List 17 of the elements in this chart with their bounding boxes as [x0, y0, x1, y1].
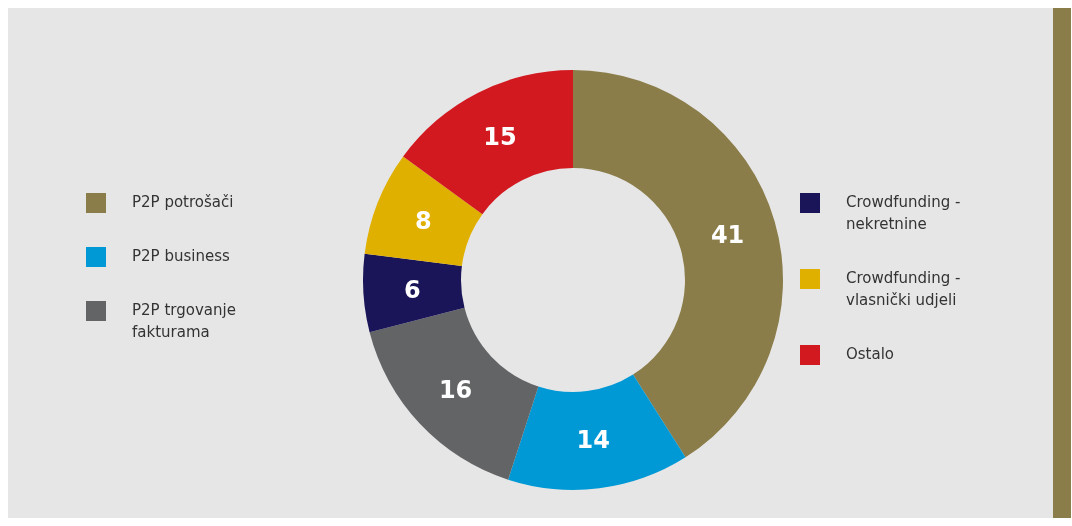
- donut-slice: [508, 374, 686, 490]
- donut-slice: [369, 307, 539, 480]
- legend-label: Crowdfunding - vlasnički udjeli: [846, 268, 962, 311]
- legend-label: Ostalo: [846, 344, 896, 365]
- legend-label: P2P business: [132, 246, 231, 267]
- legend-label: P2P trgovanje fakturama: [132, 300, 237, 343]
- donut-slice: [363, 253, 465, 333]
- data-label: 14: [576, 425, 610, 454]
- data-label: 41: [710, 221, 745, 250]
- donut-slice: [364, 156, 483, 266]
- data-label: 15: [483, 122, 517, 151]
- data-label: 6: [403, 276, 421, 305]
- data-label: 16: [438, 376, 473, 405]
- legend-label: Crowdfunding - nekretnine: [846, 192, 962, 235]
- legend-label: P2P potrošači: [132, 192, 235, 213]
- donut-slice: [573, 70, 783, 458]
- data-label: 8: [414, 206, 432, 235]
